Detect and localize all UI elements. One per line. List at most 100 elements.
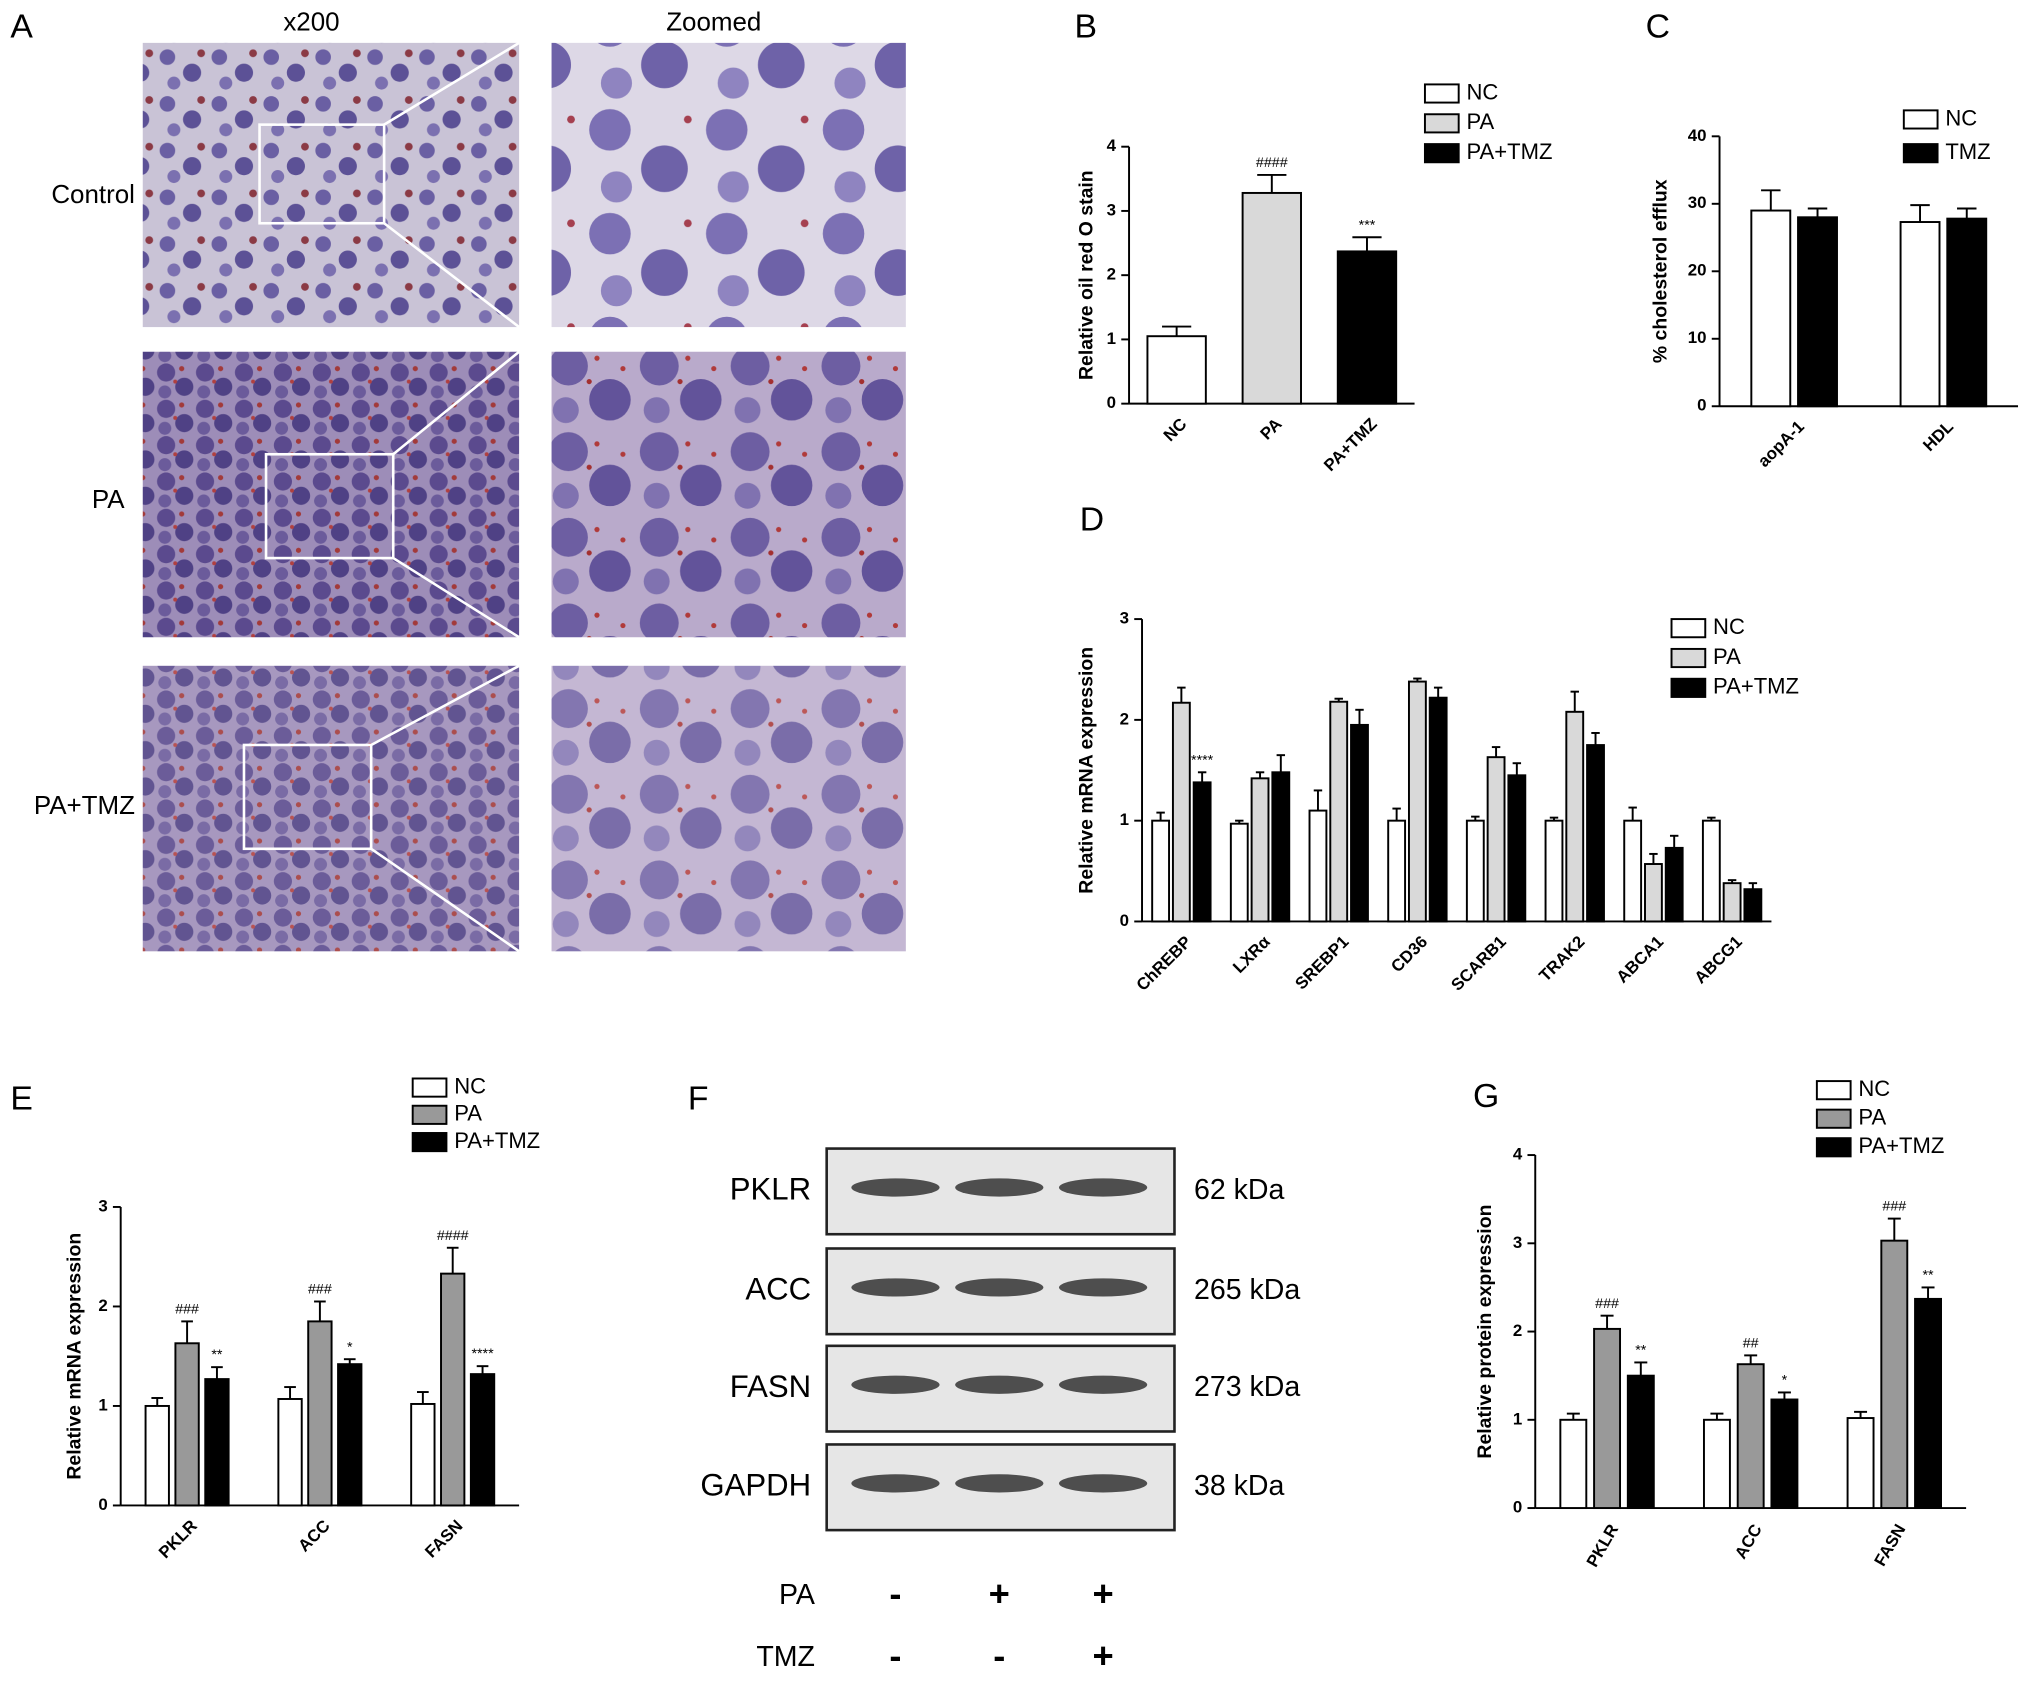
bar <box>440 1272 466 1507</box>
bar <box>174 1342 200 1507</box>
y-tick-label: 2 <box>1513 1321 1522 1340</box>
bar <box>1559 1418 1588 1510</box>
y-tick-label: 3 <box>98 1196 107 1215</box>
x-tick-label: ABCG1 <box>1691 932 1746 987</box>
bar <box>1229 822 1249 923</box>
bar <box>1914 1297 1942 1510</box>
panel-letter: B <box>1075 8 1098 46</box>
bar <box>1750 209 1792 408</box>
significance-label: ### <box>1882 1199 1906 1215</box>
x-tick-label: PKLR <box>155 1516 201 1562</box>
y-tick-label: 0 <box>1513 1498 1522 1517</box>
legend-swatch <box>1815 1108 1852 1129</box>
y-tick-label: 1 <box>1513 1409 1522 1428</box>
bar <box>1899 221 1941 408</box>
x-tick-label: SCARB1 <box>1447 932 1509 994</box>
legend-swatch <box>1815 1080 1852 1101</box>
bar <box>1486 756 1506 923</box>
treatment-sign: + <box>1092 1573 1113 1614</box>
blot-band <box>851 1278 940 1297</box>
bar <box>1722 882 1742 923</box>
legend-swatch <box>1902 143 1939 164</box>
y-axis-label: Relative mRNA expression <box>63 1233 85 1480</box>
protein-label: PKLR <box>730 1172 811 1207</box>
x-tick-label: ChREBP <box>1133 932 1195 994</box>
y-tick-label: 30 <box>1688 193 1707 212</box>
blot-band <box>851 1178 940 1197</box>
blot-band <box>851 1474 940 1493</box>
legend-label: PA <box>1858 1105 1886 1130</box>
column-header: x200 <box>283 8 339 36</box>
x-tick-label: HDL <box>1919 417 1957 455</box>
bar <box>1350 723 1369 923</box>
bar <box>277 1398 303 1507</box>
blot-band <box>955 1178 1044 1197</box>
bar <box>1565 710 1585 923</box>
blot-band <box>1058 1375 1148 1394</box>
x-tick-label: PKLR <box>1583 1521 1622 1570</box>
x-tick-label: NC <box>1160 414 1191 445</box>
significance-label: **** <box>471 1346 494 1362</box>
bar <box>1428 696 1448 923</box>
bar <box>1846 1417 1875 1510</box>
y-tick-label: 1 <box>1120 810 1129 829</box>
x-tick-label: CD36 <box>1387 932 1431 976</box>
x-tick-label: TRAK2 <box>1535 932 1588 985</box>
panel-letter: A <box>10 8 33 46</box>
bar <box>1736 1363 1765 1510</box>
x-tick-label: aopA-1 <box>1754 417 1808 471</box>
bar <box>1241 191 1302 405</box>
significance-label: #### <box>437 1228 469 1244</box>
legend-swatch <box>411 1104 448 1125</box>
bar <box>1586 744 1605 923</box>
y-tick-label: 0 <box>98 1495 107 1514</box>
bar <box>1146 335 1207 405</box>
y-tick-label: 3 <box>1107 200 1116 219</box>
bar <box>1626 1374 1655 1510</box>
size-label: 265 kDa <box>1194 1274 1300 1306</box>
y-tick-label: 0 <box>1697 396 1706 415</box>
bar <box>1387 819 1407 923</box>
significance-label: **** <box>1191 752 1214 768</box>
y-axis-label: Relative mRNA expression <box>1076 647 1098 894</box>
blot-band <box>851 1375 940 1394</box>
legend-swatch <box>411 1132 448 1153</box>
significance-label: * <box>1782 1373 1788 1389</box>
bar <box>1171 701 1191 923</box>
bar <box>1623 819 1643 923</box>
bar <box>1664 846 1684 923</box>
treatment-sign: + <box>1092 1635 1113 1676</box>
treatment-sign: - <box>993 1635 1005 1676</box>
significance-label: ** <box>211 1347 223 1363</box>
bar <box>1544 819 1564 923</box>
bar <box>1271 771 1291 923</box>
x-tick-label: ACC <box>1731 1521 1766 1562</box>
legend-label: PA+TMZ <box>1713 674 1799 699</box>
row-label: Control <box>51 181 135 209</box>
protein-label: GAPDH <box>700 1468 811 1503</box>
significance-label: ### <box>1595 1296 1619 1312</box>
row-label: PA <box>92 486 125 514</box>
legend-swatch <box>1423 113 1460 134</box>
legend-label: PA+TMZ <box>1466 139 1552 164</box>
significance-label: ** <box>1922 1268 1934 1284</box>
bar <box>1336 250 1398 405</box>
legend-label: NC <box>1713 614 1745 639</box>
y-tick-label: 1 <box>98 1395 107 1414</box>
bar <box>1743 888 1763 923</box>
x-tick-label: PA+TMZ <box>1320 414 1381 475</box>
bar <box>1701 819 1721 923</box>
x-tick-label: LXRα <box>1229 932 1274 977</box>
legend-swatch <box>1423 83 1460 104</box>
significance-label: ### <box>175 1301 199 1317</box>
bar <box>1507 774 1527 923</box>
x-tick-label: ACC <box>294 1516 333 1555</box>
blot-band <box>1058 1278 1148 1297</box>
bar <box>1250 777 1270 923</box>
bar <box>1151 819 1171 923</box>
bar <box>410 1402 436 1507</box>
blot-band <box>955 1278 1044 1297</box>
legend-label: NC <box>454 1073 486 1098</box>
treatment-sign: - <box>889 1635 901 1676</box>
bar <box>1946 217 1988 408</box>
